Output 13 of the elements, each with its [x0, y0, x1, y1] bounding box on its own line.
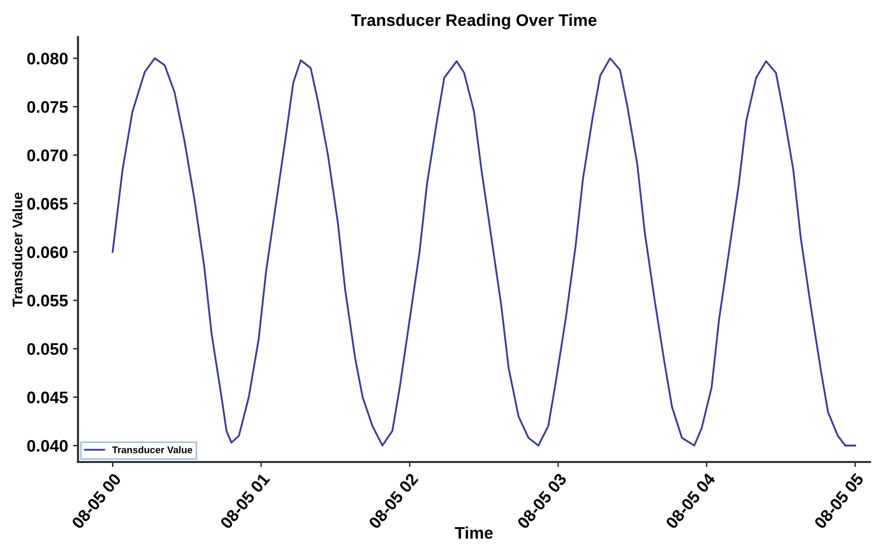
y-tick-label: 0.055: [27, 294, 68, 307]
y-tick-label: 0.080: [27, 52, 68, 64]
y-tick-label: 0.060: [27, 246, 68, 258]
y-tick-label: 0.075: [27, 101, 68, 113]
y-tick-label: 0.050: [27, 343, 68, 355]
y-tick-label: 0.040: [27, 440, 68, 452]
y-tick-label: 0.065: [27, 198, 68, 210]
y-tick-label: 0.070: [27, 150, 68, 162]
chart-title: Transducer Reading Over Time: [351, 14, 596, 30]
legend-label: Transducer Value: [112, 446, 192, 454]
y-tick-label: 0.045: [27, 392, 68, 404]
x-axis-title: Time: [454, 526, 493, 539]
y-axis-title: Transducer Value: [12, 192, 22, 307]
